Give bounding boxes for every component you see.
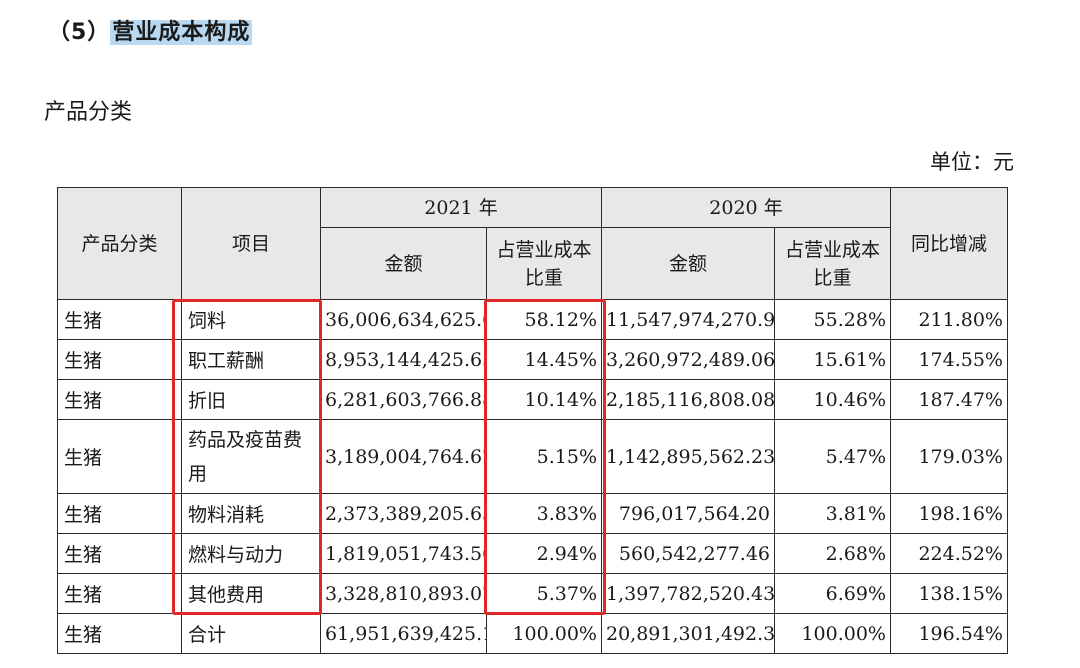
cell-ratio-2020: 15.61% xyxy=(774,339,891,380)
cell-ratio-2020: 3.81% xyxy=(774,493,891,534)
cell-amount-2021: 36,006,634,625.65 xyxy=(320,299,487,340)
subtitle: 产品分类 xyxy=(44,100,133,125)
header-year-2021: 2021 年 xyxy=(320,187,602,228)
cell-ratio-2020: 10.46% xyxy=(774,379,891,420)
unit-label: 单位：元 xyxy=(930,150,1014,174)
cell-amount-2021: 8,953,144,425.65 xyxy=(320,339,487,380)
table-row: 生猪 饲料 36,006,634,625.65 58.12% 11,547,97… xyxy=(57,299,1008,340)
section-title: 营业成本构成 xyxy=(110,20,253,45)
cell-ratio-2021: 3.83% xyxy=(486,493,602,534)
cell-item: 物料消耗 xyxy=(181,493,321,534)
cell-amount-2020: 796,017,564.20 xyxy=(601,493,775,534)
cell-amount-2020: 1,397,782,520.43 xyxy=(601,573,775,614)
cell-ratio-2021: 58.12% xyxy=(486,299,602,340)
cell-ratio-2020: 2.68% xyxy=(774,533,891,574)
cell-item: 燃料与动力 xyxy=(181,533,321,574)
cell-ratio-2020: 5.47% xyxy=(774,419,891,494)
cell-item: 其他费用 xyxy=(181,573,321,614)
cell-yoy: 187.47% xyxy=(890,379,1008,420)
cell-ratio-2021: 10.14% xyxy=(486,379,602,420)
cell-ratio-2020: 6.69% xyxy=(774,573,891,614)
cell-yoy: 224.52% xyxy=(890,533,1008,574)
cell-ratio-2021: 2.94% xyxy=(486,533,602,574)
header-amount-2021: 金额 xyxy=(320,227,487,300)
cell-category: 生猪 xyxy=(57,613,182,654)
cell-yoy: 196.54% xyxy=(890,613,1008,654)
cell-category: 生猪 xyxy=(57,339,182,380)
cell-amount-2020: 20,891,301,492.38 xyxy=(601,613,775,654)
cell-ratio-2021: 5.37% xyxy=(486,573,602,614)
cell-item: 折旧 xyxy=(181,379,321,420)
cell-item: 合计 xyxy=(181,613,321,654)
table-row-total: 生猪 合计 61,951,639,425.11 100.00% 20,891,3… xyxy=(57,613,1008,654)
cell-amount-2020: 11,547,974,270.92 xyxy=(601,299,775,340)
cell-item: 职工薪酬 xyxy=(181,339,321,380)
cell-ratio-2020: 55.28% xyxy=(774,299,891,340)
cell-yoy: 211.80% xyxy=(890,299,1008,340)
cost-composition-table: 产品分类 项目 2021 年 2020 年 同比增减 金额 占营业成本比重 金额… xyxy=(57,187,1008,654)
cell-category: 生猪 xyxy=(57,573,182,614)
table-row: 生猪 药品及疫苗费用 3,189,004,764.67 5.15% 1,142,… xyxy=(57,419,1008,494)
cell-category: 生猪 xyxy=(57,419,182,494)
header-yoy: 同比增减 xyxy=(890,187,1008,300)
cell-yoy: 198.16% xyxy=(890,493,1008,534)
cell-category: 生猪 xyxy=(57,379,182,420)
cell-amount-2020: 3,260,972,489.06 xyxy=(601,339,775,380)
table-row: 生猪 物料消耗 2,373,389,205.63 3.83% 796,017,5… xyxy=(57,493,1008,534)
header-ratio-2021: 占营业成本比重 xyxy=(486,227,602,300)
cell-amount-2021: 3,328,810,893.07 xyxy=(320,573,487,614)
cell-yoy: 138.15% xyxy=(890,573,1008,614)
table-row: 生猪 折旧 6,281,603,766.88 10.14% 2,185,116,… xyxy=(57,379,1008,420)
table-row: 生猪 燃料与动力 1,819,051,743.56 2.94% 560,542,… xyxy=(57,533,1008,574)
cell-amount-2021: 2,373,389,205.63 xyxy=(320,493,487,534)
cell-yoy: 174.55% xyxy=(890,339,1008,380)
cell-ratio-2021: 5.15% xyxy=(486,419,602,494)
cell-amount-2021: 1,819,051,743.56 xyxy=(320,533,487,574)
header-year-2020: 2020 年 xyxy=(601,187,891,228)
table-row: 生猪 职工薪酬 8,953,144,425.65 14.45% 3,260,97… xyxy=(57,339,1008,380)
cell-amount-2020: 2,185,116,808.08 xyxy=(601,379,775,420)
cell-item: 药品及疫苗费用 xyxy=(181,419,321,494)
cell-ratio-2020: 100.00% xyxy=(774,613,891,654)
cell-ratio-2021: 14.45% xyxy=(486,339,602,380)
cell-amount-2020: 1,142,895,562.23 xyxy=(601,419,775,494)
cell-amount-2021: 6,281,603,766.88 xyxy=(320,379,487,420)
cell-amount-2020: 560,542,277.46 xyxy=(601,533,775,574)
table-row: 生猪 其他费用 3,328,810,893.07 5.37% 1,397,782… xyxy=(57,573,1008,614)
header-item: 项目 xyxy=(181,187,321,300)
header-category: 产品分类 xyxy=(57,187,182,300)
cell-item: 饲料 xyxy=(181,299,321,340)
cell-category: 生猪 xyxy=(57,533,182,574)
cell-category: 生猪 xyxy=(57,299,182,340)
cell-yoy: 179.03% xyxy=(890,419,1008,494)
cell-category: 生猪 xyxy=(57,493,182,534)
cell-ratio-2021: 100.00% xyxy=(486,613,602,654)
cell-amount-2021: 61,951,639,425.11 xyxy=(320,613,487,654)
header-ratio-2020: 占营业成本比重 xyxy=(774,227,891,300)
section-number: （5） xyxy=(48,20,111,45)
header-amount-2020: 金额 xyxy=(601,227,775,300)
section-heading: （5）营业成本构成 xyxy=(48,14,253,46)
cell-amount-2021: 3,189,004,764.67 xyxy=(320,419,487,494)
